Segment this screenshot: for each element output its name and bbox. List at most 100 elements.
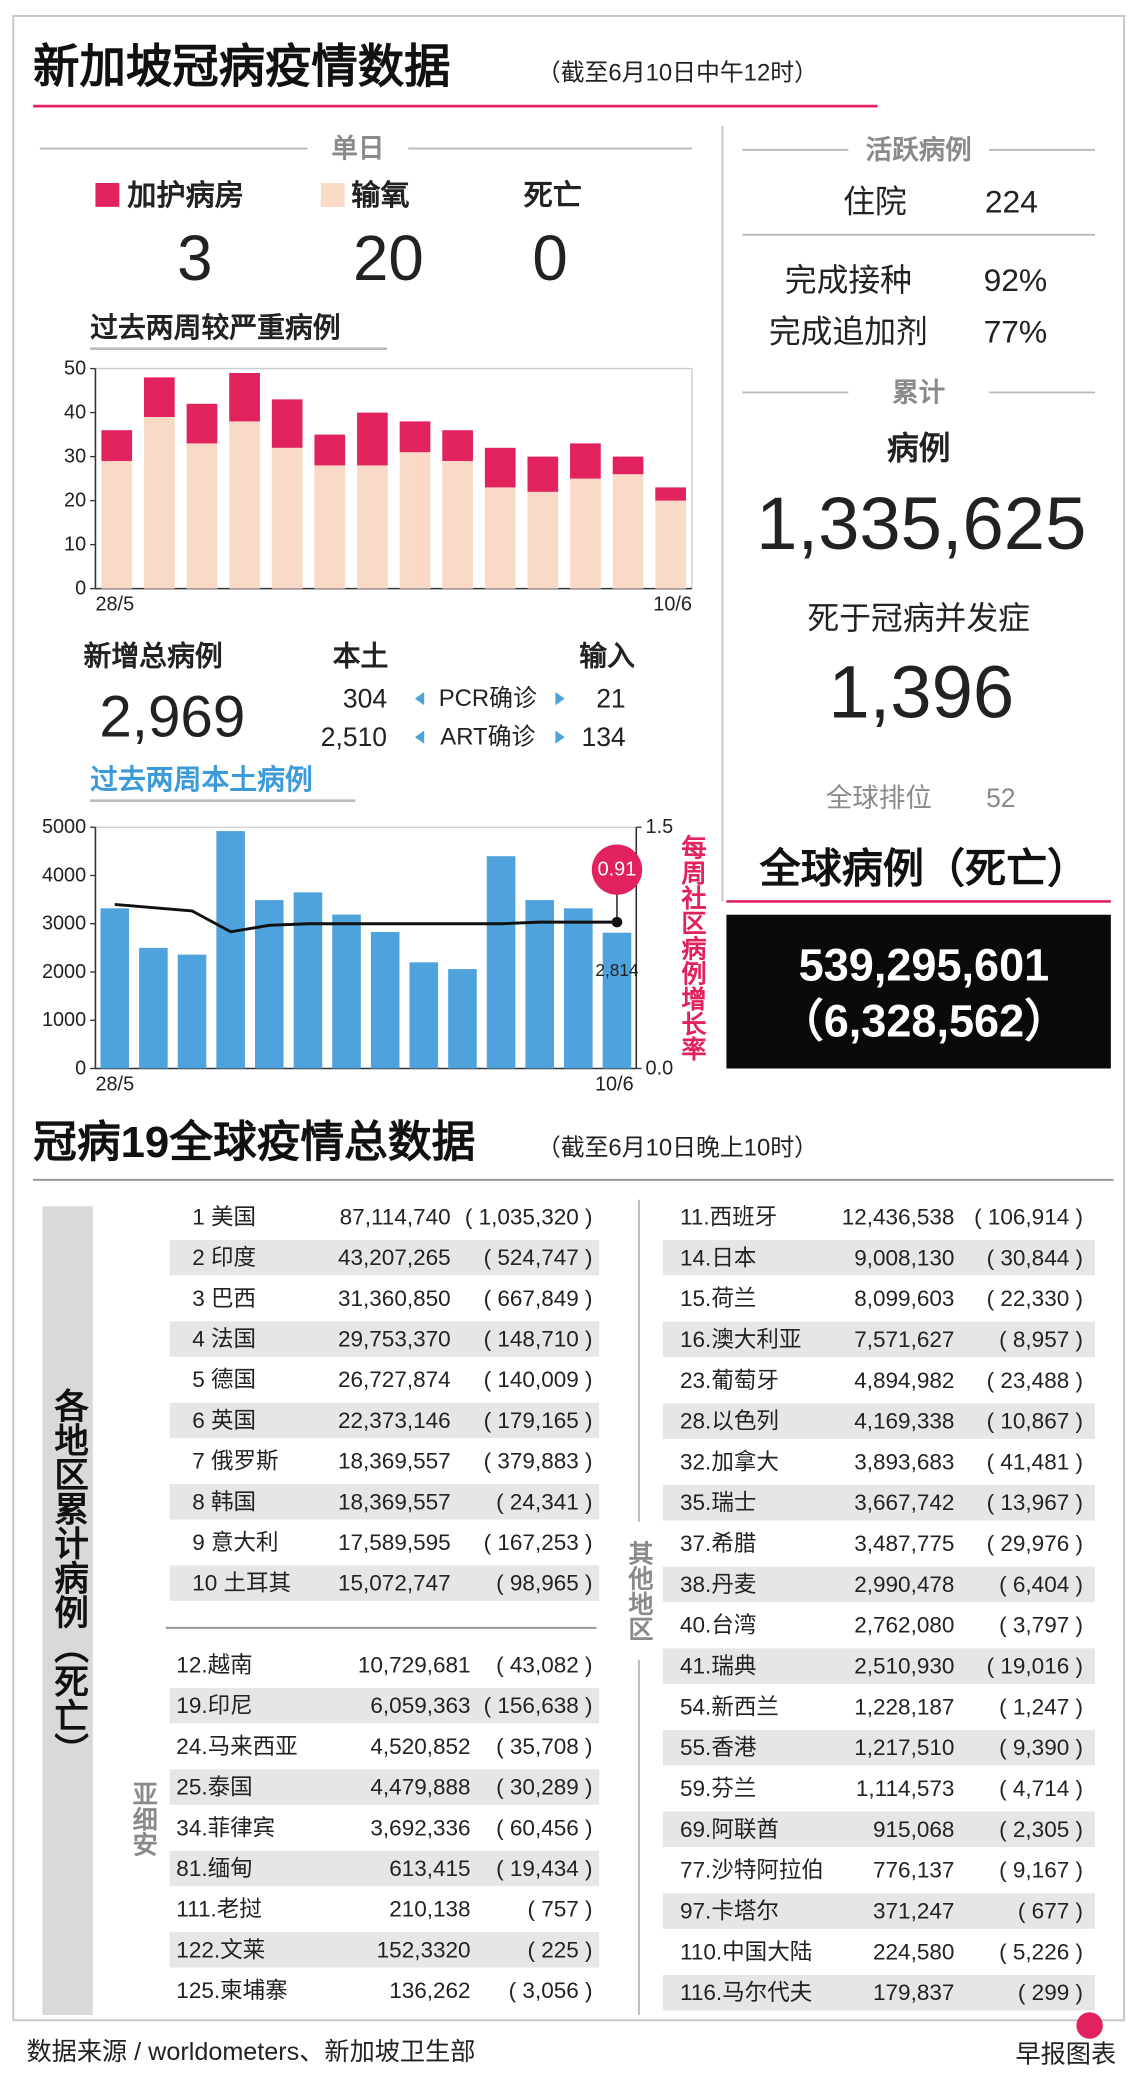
country-name: 23.葡萄牙 xyxy=(680,1368,779,1393)
section-label: 累计 xyxy=(892,377,945,407)
callout-value: 0.91 xyxy=(598,859,637,881)
country-name: 8 韩国 xyxy=(192,1489,256,1514)
stat-label: 病例 xyxy=(887,430,951,466)
legend-label: 加护病房 xyxy=(127,179,244,212)
country-name: 35.瑞士 xyxy=(680,1490,756,1515)
row-band xyxy=(662,1729,1095,1766)
country-deaths: ( 60,456 ) xyxy=(496,1815,592,1840)
row-label: PCR确诊 xyxy=(439,685,537,712)
row-band xyxy=(662,1974,1095,2011)
country-name: 1 美国 xyxy=(192,1204,256,1229)
row-band xyxy=(662,1403,1095,1439)
country-cases: 15,072,747 xyxy=(338,1571,451,1596)
row-label: ART确诊 xyxy=(440,724,535,751)
frame xyxy=(12,14,1126,2022)
country-name: 81.缅甸 xyxy=(176,1856,252,1881)
bar xyxy=(139,947,168,1069)
country-cases: 12,436,538 xyxy=(842,1204,955,1229)
line-marker xyxy=(611,916,623,928)
row-band xyxy=(662,1240,1095,1276)
global-cases: 539,295,601 xyxy=(799,940,1050,991)
row-band xyxy=(169,1565,600,1601)
country-cases: 22,373,146 xyxy=(338,1408,451,1433)
y2-tick-label: 0.0 xyxy=(646,1057,674,1079)
bar-segment xyxy=(527,456,559,492)
country-deaths: ( 106,914 ) xyxy=(974,1204,1083,1229)
legend-label: 输氧 xyxy=(351,178,409,212)
country-deaths: ( 23,488 ) xyxy=(987,1368,1083,1393)
country-cases: 6,059,363 xyxy=(370,1693,470,1718)
y2-axis-label: 每周社区病例增长率 xyxy=(678,834,708,1061)
row-band xyxy=(662,1321,1095,1358)
country-deaths: ( 30,289 ) xyxy=(496,1775,592,1800)
country-deaths: ( 19,434 ) xyxy=(496,1856,592,1881)
country-deaths: ( 1,035,320 ) xyxy=(465,1204,593,1229)
country-name: 14.日本 xyxy=(680,1245,756,1270)
country-cases: 87,114,740 xyxy=(340,1204,451,1229)
bar-segment xyxy=(229,421,260,589)
country-name: 6 英国 xyxy=(192,1408,256,1433)
bar-segment xyxy=(271,447,303,589)
y-tick-label: 20 xyxy=(64,490,86,512)
bar-segment xyxy=(442,461,473,589)
page-title: 新加坡冠病疫情数据 xyxy=(33,40,450,92)
country-cases: 613,415 xyxy=(389,1856,470,1881)
country-deaths: ( 8,957 ) xyxy=(999,1327,1083,1352)
country-cases: 776,137 xyxy=(873,1858,954,1883)
bar-segment xyxy=(527,491,559,589)
x-tick-label: 10/6 xyxy=(595,1073,634,1095)
country-name: 32.加拿大 xyxy=(680,1448,779,1474)
arrow xyxy=(555,692,565,706)
bar xyxy=(448,969,477,1069)
stat-value: 92% xyxy=(984,262,1048,298)
country-name: 5 德国 xyxy=(192,1367,256,1392)
y2-tick-label: 1.5 xyxy=(646,816,674,838)
country-name: 41.瑞典 xyxy=(680,1654,756,1679)
country-deaths: ( 148,710 ) xyxy=(484,1327,593,1352)
bar-segment xyxy=(101,461,133,589)
country-deaths: ( 167,253 ) xyxy=(484,1530,593,1555)
y-tick-label: 2000 xyxy=(42,961,86,983)
y-tick-label: 0 xyxy=(75,578,86,600)
country-cases: 224,580 xyxy=(873,1939,954,1964)
country-deaths: ( 299 ) xyxy=(1018,1980,1083,2005)
country-deaths: ( 140,009 ) xyxy=(484,1367,593,1392)
row-band xyxy=(169,1484,600,1520)
imported-value: 21 xyxy=(596,684,625,714)
rank-value: 52 xyxy=(986,783,1015,813)
country-deaths: ( 225 ) xyxy=(527,1937,592,1962)
country-name: 28.以色列 xyxy=(680,1409,779,1434)
country-deaths: ( 13,967 ) xyxy=(987,1490,1083,1515)
row-band xyxy=(169,1850,600,1887)
country-cases: 9,008,130 xyxy=(854,1245,954,1270)
country-name: 34.菲律宾 xyxy=(176,1815,275,1840)
country-cases: 179,837 xyxy=(873,1980,954,2005)
section-label: 单日 xyxy=(331,134,384,164)
country-deaths: ( 6,404 ) xyxy=(999,1572,1083,1597)
row-band xyxy=(169,1402,600,1439)
country-name: 54.新西兰 xyxy=(680,1694,779,1719)
bar-segment xyxy=(612,456,644,475)
country-cases: 18,369,557 xyxy=(338,1449,451,1474)
country-name: 111.老挝 xyxy=(176,1897,262,1922)
y-tick-label: 3000 xyxy=(42,913,86,935)
country-deaths: ( 3,797 ) xyxy=(999,1613,1083,1638)
country-name: 7 俄罗斯 xyxy=(192,1449,278,1474)
country-cases: 7,571,627 xyxy=(854,1327,954,1352)
bar-segment xyxy=(229,372,260,422)
country-deaths: ( 24,341 ) xyxy=(496,1489,592,1514)
stat-label: 死于冠病并发症 xyxy=(807,600,1030,636)
data-label: 2,814 xyxy=(595,960,639,980)
country-name: 59.芬兰 xyxy=(680,1776,756,1801)
country-deaths: ( 9,167 ) xyxy=(999,1858,1083,1883)
bar xyxy=(409,962,439,1069)
country-deaths: ( 30,844 ) xyxy=(987,1245,1083,1270)
bar-segment xyxy=(570,478,601,589)
country-cases: 371,247 xyxy=(873,1899,954,1924)
bar-segment xyxy=(144,377,175,417)
country-cases: 136,262 xyxy=(389,1978,470,2003)
bar-segment xyxy=(399,452,431,589)
country-deaths: ( 29,976 ) xyxy=(987,1531,1083,1556)
country-deaths: ( 9,390 ) xyxy=(999,1735,1083,1760)
cumulative-deaths: 1,396 xyxy=(828,651,1014,734)
